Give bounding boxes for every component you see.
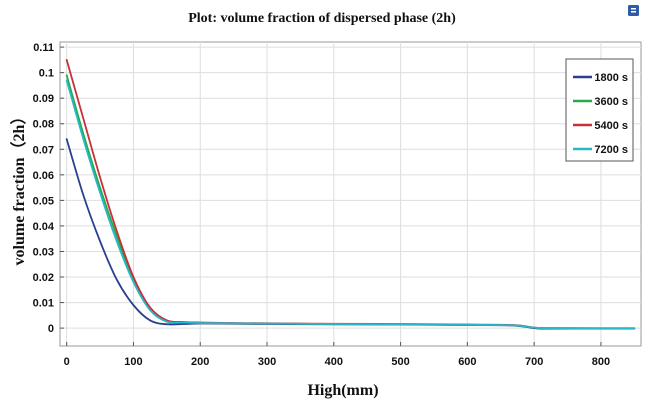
x-axis-label: High(mm) (307, 382, 378, 399)
y-tick-label: 0.05 (33, 195, 54, 207)
x-tick-label: 300 (258, 356, 276, 368)
series-line-7200-s (65, 79, 636, 330)
series-layer (65, 58, 636, 330)
chart-title: Plot: volume fraction of dispersed phase… (188, 11, 456, 26)
y-tick-label: 0.08 (33, 119, 54, 131)
legend-label: 7200 s (594, 144, 628, 156)
legend-box (565, 58, 634, 162)
y-tick-label: 0.01 (33, 298, 54, 310)
y-tick-label: 0.09 (33, 93, 54, 105)
legend: 1800 s 3600 s 5400 s 7200 s (565, 58, 634, 162)
x-tick-label: 500 (391, 356, 409, 368)
x-tick-label: 800 (592, 356, 610, 368)
legend-label: 5400 s (594, 120, 628, 132)
y-tick-label: 0.11 (33, 42, 54, 54)
x-tick-label: 200 (191, 356, 209, 368)
legend-label: 1800 s (594, 72, 628, 84)
y-tick-label: 0.03 (33, 246, 54, 258)
x-tick-label: 100 (124, 356, 142, 368)
x-tick-label: 700 (525, 356, 543, 368)
x-tick-label: 0 (64, 356, 70, 368)
y-tick-label: 0.04 (33, 221, 55, 233)
y-tick-label: 0.07 (33, 144, 54, 156)
y-axis-label: volume fraction（2h） (10, 109, 28, 266)
y-tick-label: 0.1 (39, 68, 54, 80)
document-icon (628, 5, 639, 16)
x-tick-label: 600 (458, 356, 476, 368)
y-tick-label: 0.02 (33, 272, 54, 284)
x-tick-label: 400 (325, 356, 343, 368)
axis-layer: 0 100 200 300 400 500 600 700 800 0 0.01 0.02 0.03 0.… (33, 42, 611, 368)
y-tick-label: 0.06 (33, 170, 54, 182)
plot-area (59, 41, 642, 347)
y-tick-label: 0 (48, 323, 54, 335)
legend-label: 3600 s (594, 96, 628, 108)
